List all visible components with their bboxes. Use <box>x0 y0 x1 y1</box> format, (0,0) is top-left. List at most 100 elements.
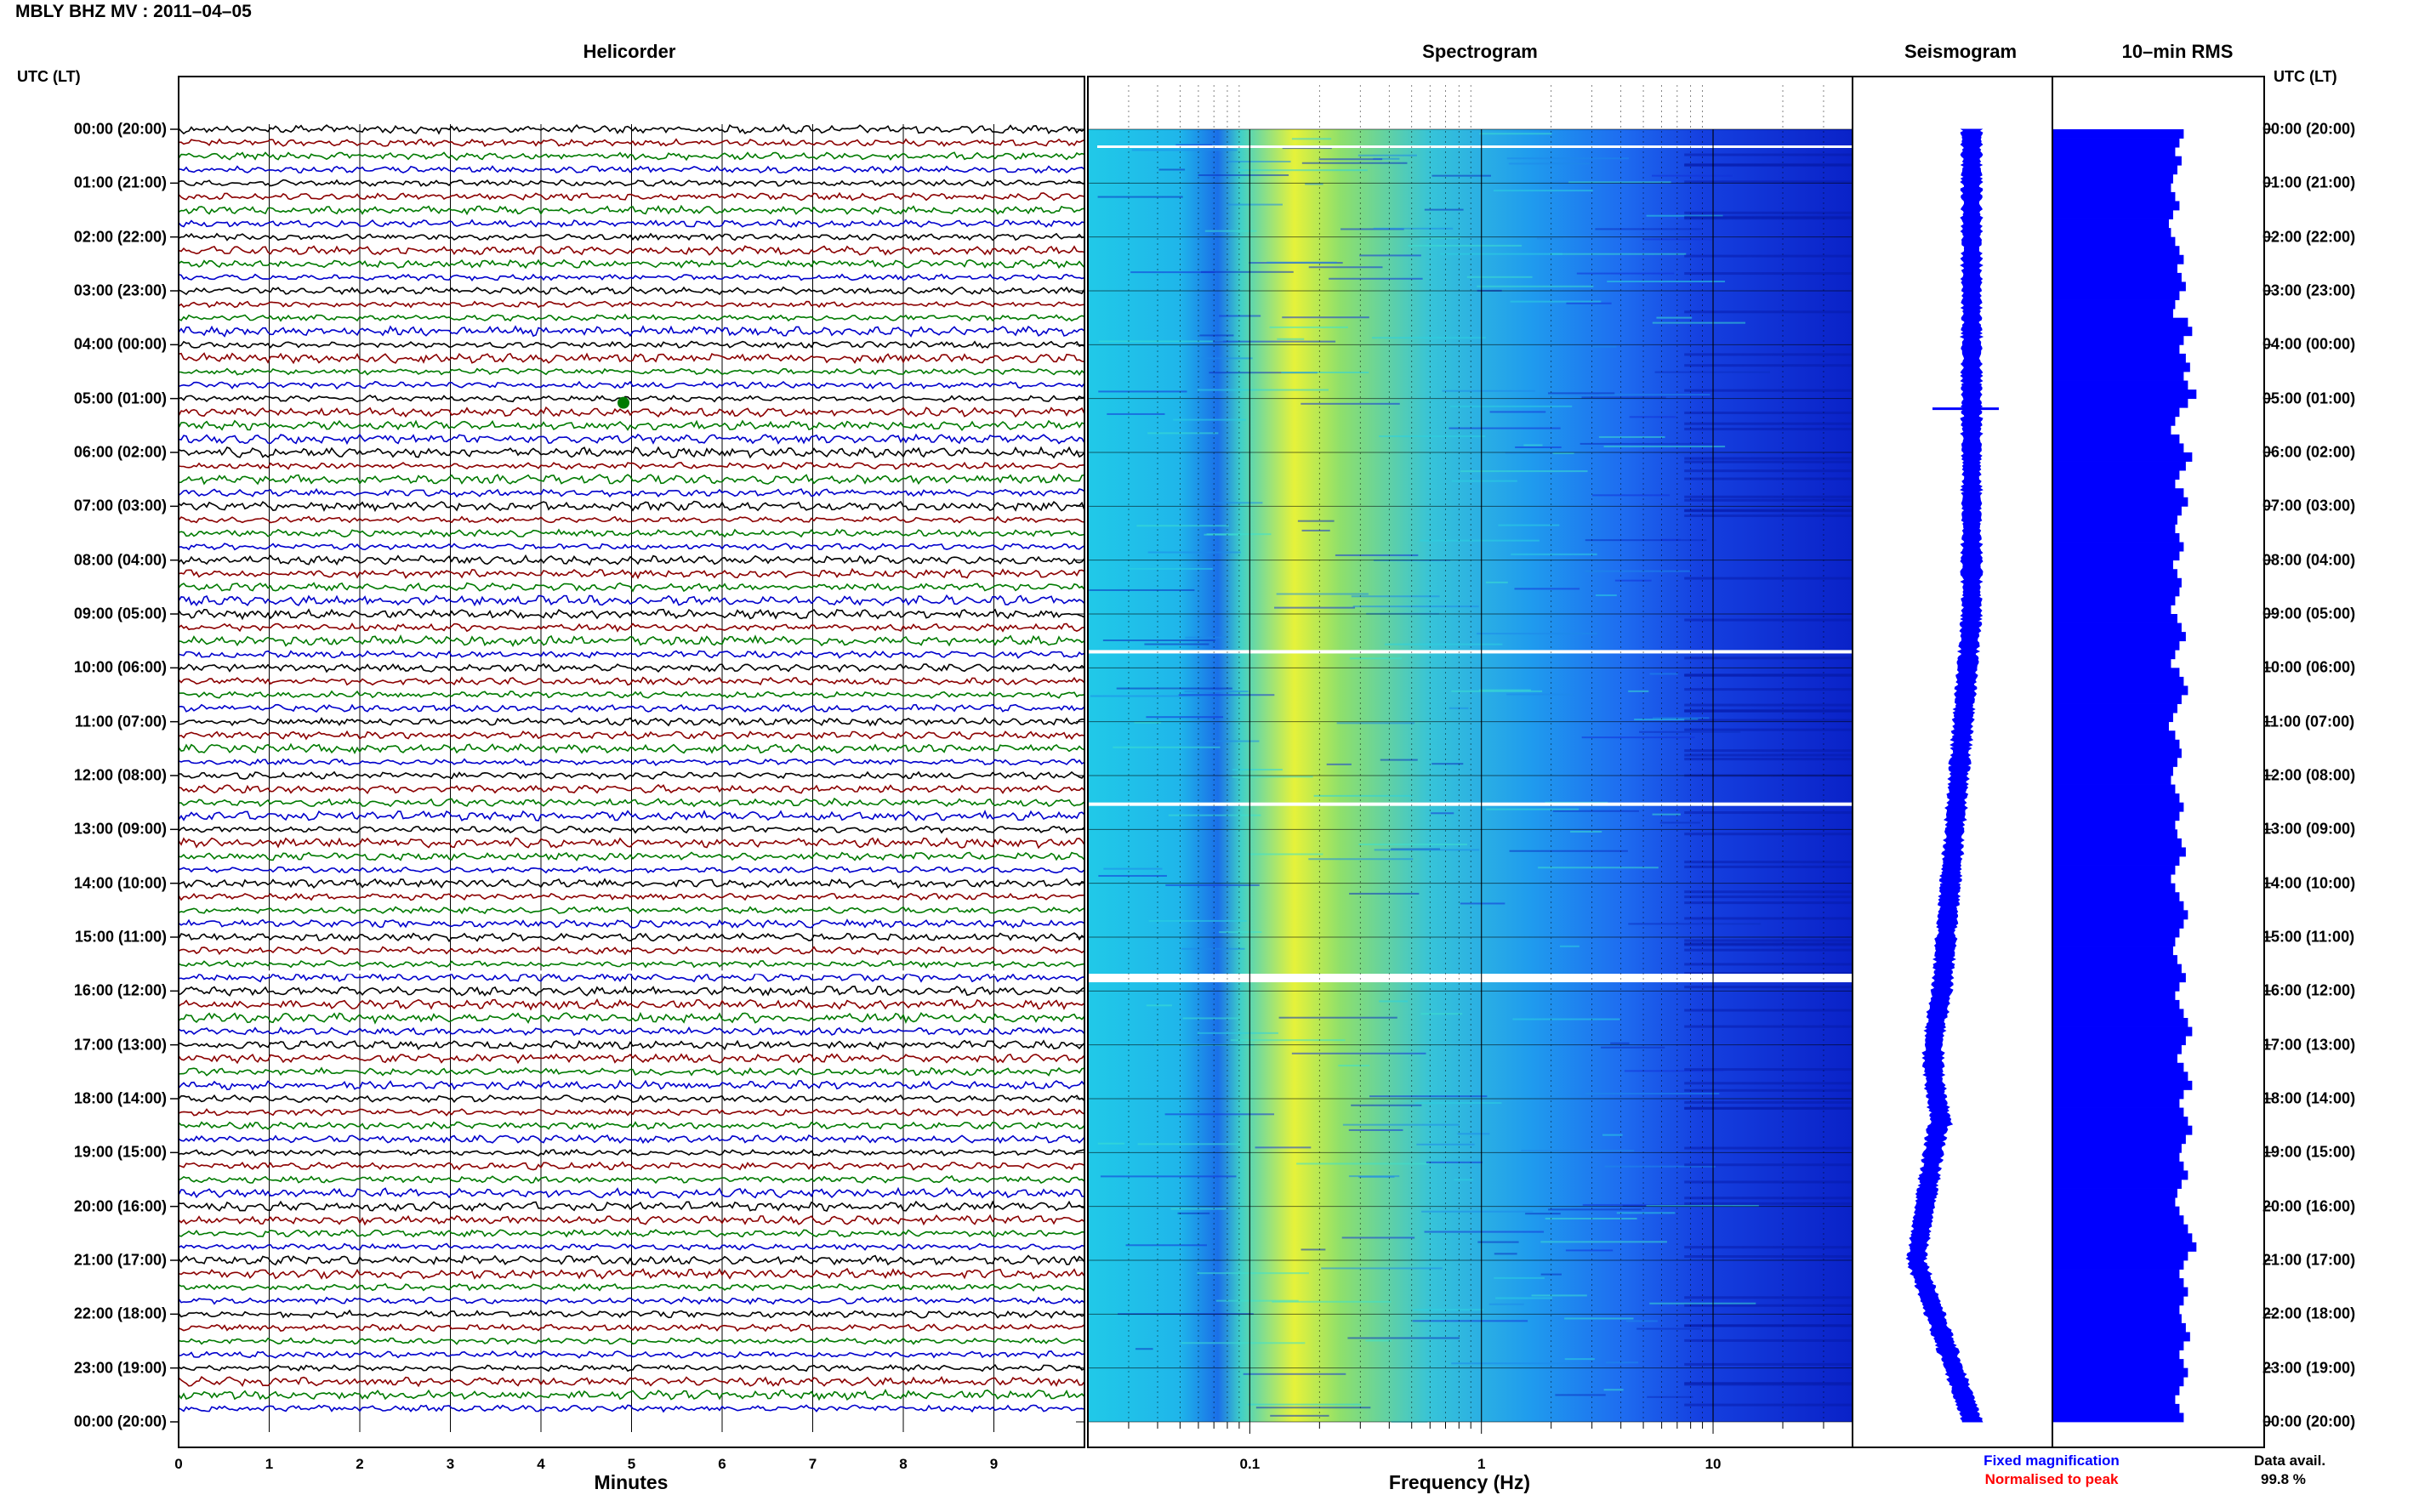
spectrogram-streak <box>1341 1236 1415 1239</box>
spectrogram-dark-band <box>1684 411 1853 414</box>
helicorder-event <box>618 396 629 409</box>
spectrogram-streak <box>1136 525 1229 527</box>
spectrogram-streak <box>1131 149 1238 151</box>
spectrogram-streak <box>1301 529 1330 531</box>
spectrogram-streak <box>1552 452 1574 455</box>
spectrogram-streak <box>1602 1134 1623 1136</box>
data-availability-value: 99.8 % <box>2261 1471 2306 1487</box>
time-label-left: 19:00 (15:00) <box>73 1143 167 1161</box>
helicorder-trace <box>178 650 1085 659</box>
spectrogram-streak <box>1269 326 1348 328</box>
rms-bar <box>2052 236 2176 247</box>
spectrogram-streak <box>1204 230 1257 232</box>
spectrogram-streak <box>1494 1297 1552 1299</box>
spectrogram-streak <box>1440 253 1562 255</box>
rms-bar <box>2052 856 2180 866</box>
spectrogram-streak <box>1449 405 1573 407</box>
helicorder-trace <box>178 1108 1085 1117</box>
rms-bar <box>2052 1117 2188 1127</box>
rms-bar <box>2052 452 2193 462</box>
rms-bar <box>2052 685 2188 696</box>
spectrogram-streak <box>1098 874 1167 877</box>
spectrogram-streak <box>1570 831 1602 833</box>
helicorder-trace <box>178 1350 1085 1360</box>
rms-bar <box>2052 910 2188 920</box>
minute-tick-label: 2 <box>356 1456 364 1472</box>
spectrogram-streak <box>1282 147 1332 150</box>
rms-bar <box>2052 309 2173 319</box>
spectrogram-streak <box>1494 1276 1545 1279</box>
rms-bar <box>2052 281 2186 292</box>
axes-frames <box>170 76 2273 1448</box>
rms-bar <box>2052 713 2173 723</box>
spectrogram-streak <box>1097 196 1183 198</box>
time-label-right: 18:00 (14:00) <box>2262 1089 2356 1107</box>
time-label-left: 15:00 (11:00) <box>74 928 167 946</box>
spectrogram-streak <box>1098 340 1224 343</box>
spectrogram-streak <box>1431 812 1454 815</box>
spectrogram-streak <box>1232 776 1313 778</box>
spectrogram-gap <box>1088 974 1853 983</box>
rms-bar <box>2052 434 2180 444</box>
time-label-right: 20:00 (16:00) <box>2262 1197 2356 1215</box>
rms-bar <box>2052 901 2184 911</box>
rms-bar <box>2052 658 2171 668</box>
spectrogram-streak <box>1460 902 1505 905</box>
spectrogram-streak <box>1219 315 1261 317</box>
spectrogram-dark-band <box>1684 833 1853 836</box>
spectrogram-dark-band <box>1684 1304 1853 1307</box>
rms-bar <box>2052 595 2176 605</box>
spectrogram-streak <box>1301 1248 1326 1251</box>
rms-bar <box>2052 632 2186 642</box>
spectrogram-streak <box>1102 639 1215 642</box>
spectrogram-dark-band <box>1684 477 1853 480</box>
spectrogram-streak <box>1488 1303 1524 1305</box>
helicorder-trace <box>178 634 1085 648</box>
spectrogram-streak <box>1420 539 1540 542</box>
rms-bar <box>2052 254 2184 264</box>
helicorder-trace <box>178 165 1085 174</box>
rms-bar <box>2052 129 2184 139</box>
minute-tick-label: 9 <box>989 1456 999 1472</box>
rms-bar <box>2052 1107 2184 1117</box>
spectrogram-streak <box>1590 345 1617 348</box>
time-label-right: 02:00 (22:00) <box>2262 228 2356 246</box>
rms-bar <box>2052 577 2182 588</box>
spectrogram-dark-band <box>1684 890 1853 894</box>
rms-bar <box>2052 973 2186 983</box>
utc-axis-title-right: UTC (LT) <box>2274 68 2337 85</box>
rms-bar <box>2052 1395 2176 1405</box>
helicorder-trace <box>178 340 1085 350</box>
rms-bar <box>2052 668 2180 678</box>
time-label-left: 08:00 (04:00) <box>73 551 167 569</box>
spectrogram-streak <box>1199 334 1234 337</box>
rms-bar <box>2052 820 2176 830</box>
spectrogram-streak <box>1097 1142 1125 1145</box>
spectrogram-streak <box>1604 1165 1716 1168</box>
helicorder-trace <box>178 232 1085 242</box>
time-label-left: 09:00 (05:00) <box>73 605 167 622</box>
spectrogram-dark-band <box>1684 1100 1853 1104</box>
rms-bar <box>2052 650 2176 660</box>
spectrogram-streak <box>1477 633 1597 635</box>
spectrogram-streak <box>1605 1361 1639 1364</box>
rms-bar <box>2052 918 2184 929</box>
spectrogram-streak <box>1625 1320 1658 1322</box>
spectrogram-streak <box>1274 606 1355 609</box>
rms-bar <box>2052 766 2173 776</box>
rms-bar <box>2052 605 2171 615</box>
spectrogram-streak <box>1603 446 1726 448</box>
spectrogram-dark-band <box>1684 1025 1853 1028</box>
spectrogram-dark-band <box>1684 1339 1853 1342</box>
rms-bar <box>2052 443 2184 453</box>
helicorder-title: Helicorder <box>583 41 676 62</box>
rms-bar <box>2052 524 2176 534</box>
helicorder-trace <box>178 325 1085 338</box>
helicorder-trace <box>178 446 1085 459</box>
spectrogram-streak <box>1276 593 1369 595</box>
helicorder-trace <box>178 918 1085 929</box>
spectrogram-streak <box>1636 1327 1702 1330</box>
rms-bar <box>2052 1080 2193 1090</box>
helicorder-trace <box>178 1134 1085 1145</box>
spectrogram-streak <box>1540 1241 1667 1243</box>
